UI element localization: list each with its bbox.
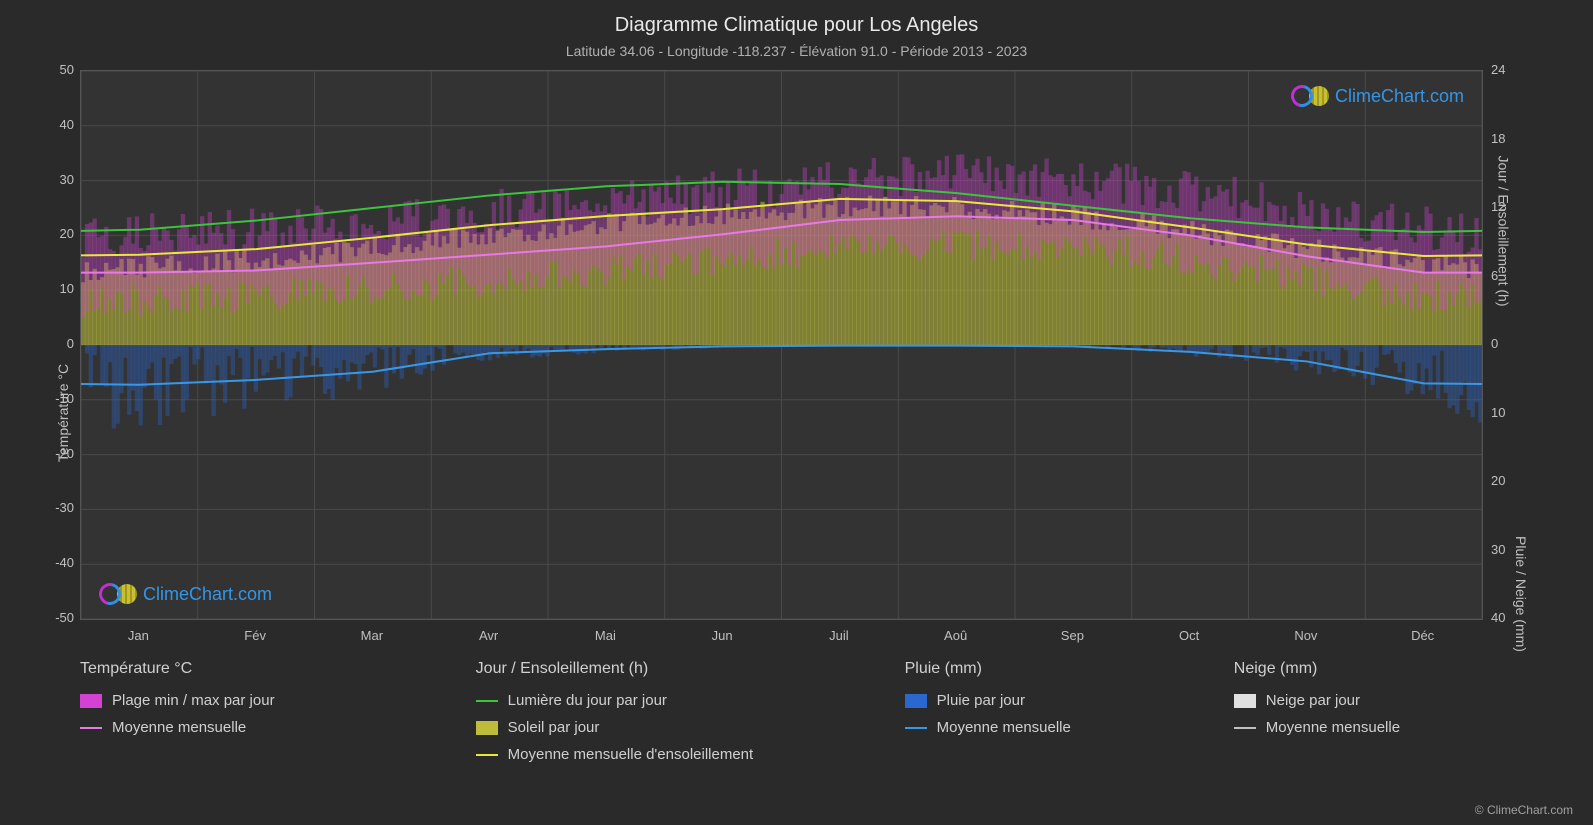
axis-tick-label: Fév bbox=[244, 628, 266, 643]
legend-label: Pluie par jour bbox=[937, 692, 1025, 709]
legend-item: Moyenne mensuelle d'ensoleillement bbox=[476, 746, 875, 763]
axis-tick-label: 40 bbox=[1491, 610, 1505, 625]
chart-container: Diagramme Climatique pour Los Angeles La… bbox=[0, 0, 1593, 825]
logo-text: ClimeChart.com bbox=[143, 584, 272, 605]
axis-tick-label: Oct bbox=[1179, 628, 1199, 643]
legend-item: Neige par jour bbox=[1234, 692, 1533, 709]
plot-area: ClimeChart.com ClimeChart.com bbox=[80, 70, 1483, 620]
legend-label: Moyenne mensuelle bbox=[112, 719, 246, 736]
plot-svg bbox=[81, 71, 1482, 619]
axis-tick-label: -30 bbox=[44, 500, 74, 515]
legend-item: Lumière du jour par jour bbox=[476, 692, 875, 709]
logo-c-icon bbox=[95, 579, 125, 609]
legend-header: Pluie (mm) bbox=[905, 660, 1204, 678]
axis-tick-label: Sep bbox=[1061, 628, 1084, 643]
axis-tick-label: Jan bbox=[128, 628, 149, 643]
legend-swatch bbox=[1234, 694, 1256, 708]
logo-top-right: ClimeChart.com bbox=[1291, 85, 1464, 107]
chart-title: Diagramme Climatique pour Los Angeles bbox=[20, 14, 1573, 37]
legend-item: Moyenne mensuelle bbox=[80, 719, 446, 736]
legend-label: Moyenne mensuelle bbox=[937, 719, 1071, 736]
axis-tick-label: Juil bbox=[829, 628, 849, 643]
copyright-text: © ClimeChart.com bbox=[1475, 803, 1573, 817]
legend: Température °C Plage min / max par jour … bbox=[80, 660, 1533, 763]
legend-item: Soleil par jour bbox=[476, 719, 875, 736]
axis-tick-label: 30 bbox=[1491, 542, 1505, 557]
y-axis-right-bottom-title: Pluie / Neige (mm) bbox=[1513, 536, 1529, 652]
legend-label: Plage min / max par jour bbox=[112, 692, 275, 709]
axis-tick-label: 20 bbox=[44, 226, 74, 241]
legend-col-rain: Pluie (mm) Pluie par jour Moyenne mensue… bbox=[905, 660, 1204, 763]
axis-tick-label: Avr bbox=[479, 628, 498, 643]
legend-swatch bbox=[476, 754, 498, 756]
legend-col-temp: Température °C Plage min / max par jour … bbox=[80, 660, 446, 763]
legend-item: Moyenne mensuelle bbox=[905, 719, 1204, 736]
logo-c-icon bbox=[1287, 81, 1317, 111]
legend-swatch bbox=[1234, 727, 1256, 729]
axis-tick-label: Mar bbox=[361, 628, 383, 643]
axis-tick-label: 0 bbox=[1491, 336, 1498, 351]
axis-tick-label: Nov bbox=[1294, 628, 1317, 643]
axis-tick-label: 10 bbox=[44, 281, 74, 296]
legend-label: Moyenne mensuelle bbox=[1266, 719, 1400, 736]
logo-text: ClimeChart.com bbox=[1335, 86, 1464, 107]
axis-tick-label: -40 bbox=[44, 555, 74, 570]
legend-col-daylight: Jour / Ensoleillement (h) Lumière du jou… bbox=[476, 660, 875, 763]
axis-tick-label: 10 bbox=[1491, 405, 1505, 420]
legend-swatch bbox=[80, 727, 102, 729]
y-axis-right-top-title: Jour / Ensoleillement (h) bbox=[1496, 156, 1512, 307]
axis-tick-label: -10 bbox=[44, 391, 74, 406]
legend-swatch bbox=[476, 721, 498, 735]
legend-label: Lumière du jour par jour bbox=[508, 692, 667, 709]
legend-col-snow: Neige (mm) Neige par jour Moyenne mensue… bbox=[1234, 660, 1533, 763]
legend-item: Moyenne mensuelle bbox=[1234, 719, 1533, 736]
axis-tick-label: 0 bbox=[44, 336, 74, 351]
axis-tick-label: -20 bbox=[44, 446, 74, 461]
chart-subtitle: Latitude 34.06 - Longitude -118.237 - Él… bbox=[20, 43, 1573, 59]
legend-header: Température °C bbox=[80, 660, 446, 678]
legend-item: Pluie par jour bbox=[905, 692, 1204, 709]
legend-swatch bbox=[476, 700, 498, 702]
axis-tick-label: -50 bbox=[44, 610, 74, 625]
legend-label: Moyenne mensuelle d'ensoleillement bbox=[508, 746, 754, 763]
axis-tick-label: 50 bbox=[44, 62, 74, 77]
axis-tick-label: 24 bbox=[1491, 62, 1505, 77]
axis-tick-label: 40 bbox=[44, 117, 74, 132]
legend-item: Plage min / max par jour bbox=[80, 692, 446, 709]
axis-tick-label: Aoû bbox=[944, 628, 967, 643]
logo-bottom-left: ClimeChart.com bbox=[99, 583, 272, 605]
axis-tick-label: Jun bbox=[712, 628, 733, 643]
axis-tick-label: Mai bbox=[595, 628, 616, 643]
axis-tick-label: 6 bbox=[1491, 268, 1498, 283]
axis-tick-label: 12 bbox=[1491, 199, 1505, 214]
legend-swatch bbox=[905, 727, 927, 729]
axis-tick-label: Déc bbox=[1411, 628, 1434, 643]
legend-label: Neige par jour bbox=[1266, 692, 1360, 709]
legend-label: Soleil par jour bbox=[508, 719, 600, 736]
axis-tick-label: 18 bbox=[1491, 131, 1505, 146]
legend-swatch bbox=[905, 694, 927, 708]
legend-header: Jour / Ensoleillement (h) bbox=[476, 660, 875, 678]
legend-swatch bbox=[80, 694, 102, 708]
legend-header: Neige (mm) bbox=[1234, 660, 1533, 678]
axis-tick-label: 20 bbox=[1491, 473, 1505, 488]
axis-tick-label: 30 bbox=[44, 172, 74, 187]
